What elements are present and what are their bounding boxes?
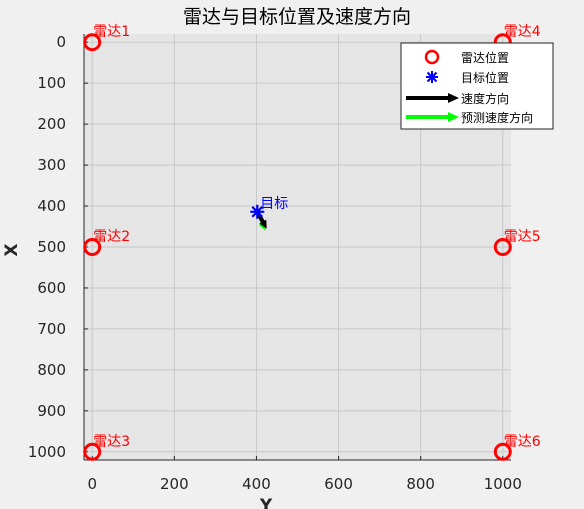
target-marker-stroke — [251, 205, 264, 218]
radar-label: 雷达1 — [93, 24, 130, 40]
chart-title: 雷达与目标位置及速度方向 — [183, 6, 411, 28]
radar-label: 雷达5 — [504, 229, 541, 245]
legend-target-marker — [426, 71, 438, 83]
x-tick-labels: 0 200 400 600 800 1000 — [87, 475, 521, 493]
series: 目标 雷达1 雷达2 雷达3 雷达4 雷达5 雷达6 — [83, 24, 541, 461]
legend-entry-target: 目标位置 — [461, 70, 509, 85]
x-tick-label: 200 — [160, 475, 189, 493]
y-tick-label: 500 — [37, 238, 66, 256]
y-tick-label: 300 — [37, 156, 66, 174]
y-tick-label: 200 — [37, 115, 66, 133]
radar-label: 雷达6 — [504, 434, 541, 450]
legend-velocity-head — [448, 93, 459, 103]
y-tick-label: 800 — [37, 361, 66, 379]
radar-marker — [493, 442, 512, 461]
y-tick-label: 1000 — [28, 443, 66, 461]
x-tick-label: 600 — [324, 475, 353, 493]
velocity-arrow-head — [259, 219, 267, 229]
x-tick-label: 1000 — [484, 475, 522, 493]
target-marker — [250, 204, 265, 219]
radar-marker — [83, 238, 102, 256]
radar-label: 雷达3 — [93, 434, 130, 450]
target-label: 目标 — [260, 196, 288, 212]
radar-label: 雷达4 — [504, 24, 541, 40]
y-tick-labels: 0 100 200 300 400 500 600 700 800 900 1000 — [28, 33, 66, 461]
legend-entry-predicted: 预测速度方向 — [461, 110, 533, 125]
y-tick-label: 0 — [56, 33, 66, 51]
y-tick-label: 700 — [37, 320, 66, 338]
legend-entry-velocity: 速度方向 — [461, 91, 509, 106]
y-tick-label: 400 — [37, 197, 66, 215]
y-tick-label: 600 — [37, 279, 66, 297]
radar-label: 雷达2 — [93, 229, 130, 245]
legend: 雷达位置 目标位置 速度方向 预测速度方向 — [400, 42, 554, 130]
x-tick-label: 800 — [406, 475, 435, 493]
x-axis-label: Y — [259, 496, 273, 509]
y-tick-label: 900 — [37, 402, 66, 420]
y-tick-label: 100 — [37, 74, 66, 92]
y-axis-label: X — [2, 243, 22, 256]
x-tick-label: 0 — [87, 475, 97, 493]
radar-marker — [493, 238, 512, 256]
legend-radar-marker — [424, 49, 440, 65]
legend-predicted-head — [448, 112, 459, 122]
radar-marker — [83, 442, 102, 461]
radar-marker — [83, 33, 102, 52]
legend-entry-radar: 雷达位置 — [461, 50, 509, 65]
x-tick-label: 400 — [242, 475, 271, 493]
